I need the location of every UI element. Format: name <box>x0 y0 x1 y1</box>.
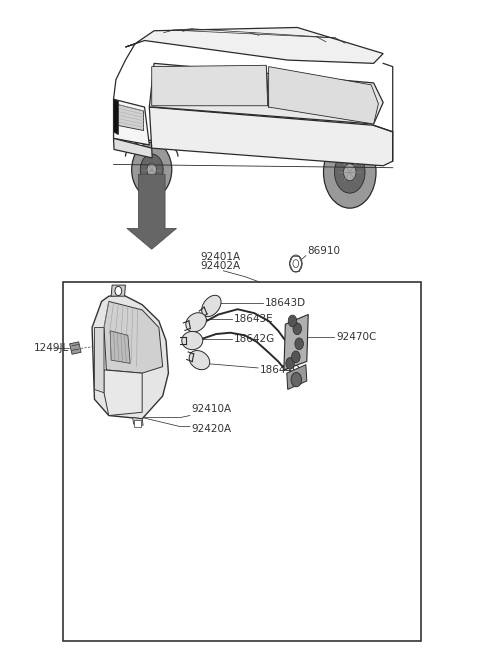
Polygon shape <box>70 342 81 354</box>
Circle shape <box>293 323 301 335</box>
Text: 92402A: 92402A <box>201 261 241 271</box>
Polygon shape <box>189 350 210 369</box>
Polygon shape <box>125 28 383 64</box>
Text: 92470C: 92470C <box>336 332 376 343</box>
Text: 92420A: 92420A <box>192 424 231 434</box>
Text: 86910: 86910 <box>307 246 340 255</box>
Circle shape <box>295 338 303 350</box>
Circle shape <box>115 286 121 295</box>
Polygon shape <box>117 104 144 130</box>
FancyBboxPatch shape <box>121 136 144 148</box>
Polygon shape <box>149 107 393 166</box>
Circle shape <box>291 373 301 387</box>
Circle shape <box>132 142 172 197</box>
Text: 92410A: 92410A <box>192 403 231 413</box>
FancyBboxPatch shape <box>133 420 141 426</box>
Circle shape <box>335 151 365 193</box>
Text: 18643E: 18643E <box>234 314 274 324</box>
Polygon shape <box>104 370 142 415</box>
Circle shape <box>288 315 297 327</box>
Circle shape <box>140 154 163 185</box>
Circle shape <box>286 358 294 369</box>
Circle shape <box>344 164 356 181</box>
Text: 92401A: 92401A <box>201 252 241 261</box>
Polygon shape <box>95 328 104 393</box>
Polygon shape <box>284 314 308 370</box>
Polygon shape <box>92 295 168 419</box>
Polygon shape <box>114 138 152 158</box>
Circle shape <box>147 163 156 176</box>
Polygon shape <box>287 365 307 390</box>
Polygon shape <box>127 174 177 250</box>
Text: 18642G: 18642G <box>234 334 275 345</box>
Text: 18643D: 18643D <box>264 298 305 308</box>
Circle shape <box>291 351 300 363</box>
Polygon shape <box>111 285 125 296</box>
Polygon shape <box>182 331 203 350</box>
Text: 1249JL: 1249JL <box>34 343 69 353</box>
Polygon shape <box>269 67 378 124</box>
Text: 18644D: 18644D <box>260 365 300 375</box>
Polygon shape <box>186 312 206 332</box>
Polygon shape <box>104 301 163 373</box>
Polygon shape <box>114 99 118 134</box>
Polygon shape <box>132 417 143 425</box>
Polygon shape <box>152 66 268 105</box>
Polygon shape <box>110 331 130 364</box>
Polygon shape <box>202 295 221 316</box>
Circle shape <box>324 136 376 208</box>
Polygon shape <box>114 99 149 145</box>
FancyBboxPatch shape <box>63 282 421 641</box>
Polygon shape <box>149 64 383 124</box>
